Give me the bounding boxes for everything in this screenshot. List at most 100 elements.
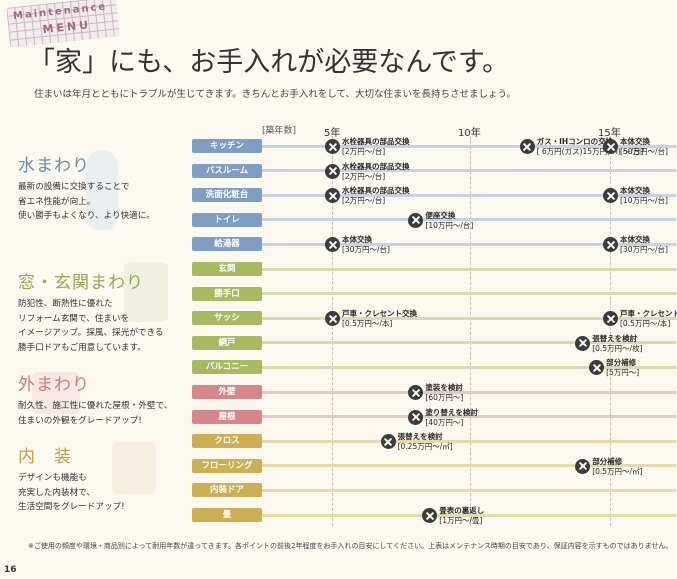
event-cost: [40万円～]	[425, 417, 464, 427]
timeline-row-line	[192, 488, 676, 492]
timeline-row-label: 屋根	[192, 409, 262, 424]
category-exterior-desc: 耐久性、施工性に優れた屋根・外壁で、 住まいの外観をグレードアップ!	[18, 399, 188, 428]
tools-icon	[422, 508, 438, 523]
tools-icon	[575, 335, 591, 351]
timeline-row-label: 玄関	[192, 262, 262, 276]
desc-line: 耐久性、施工性に優れた屋根・外壁で、	[18, 401, 173, 411]
tools-icon	[603, 237, 618, 253]
window-illustration	[124, 262, 168, 322]
event-cost: [0.5万円～/本]	[620, 319, 671, 329]
desc-line: 最新の設備に交換することで	[18, 182, 130, 192]
timeline-row-label: バルコニー	[192, 360, 262, 375]
stamp-line1: Maintenance	[12, 1, 108, 23]
category-interior: 内 装 デザインも機能も 充実した内装材で、 生活空間をグレードアップ!	[18, 442, 188, 515]
category-exterior-title: 外まわり	[18, 375, 90, 395]
tools-icon	[325, 188, 340, 204]
desc-line: イメージアップ。採風、採光ができる	[18, 328, 164, 338]
stamp-line2: MENU	[42, 18, 92, 37]
desc-line: 住まいの外観をグレードアップ!	[18, 415, 142, 426]
timeline-row-label: トイレ	[192, 212, 262, 227]
tools-icon	[325, 311, 340, 327]
page-subtitle: 住まいは年月とともにトラブルが生じてきます。きちんとお手入れをして、大切な住まい…	[34, 89, 516, 100]
tools-icon	[408, 409, 424, 425]
timeline-row-line	[192, 242, 676, 246]
desc-line: 省エネ性能が向上。	[18, 196, 96, 207]
event-cost: [1万円～/畳]	[439, 516, 483, 525]
event-cost: [0.5万円～/枚]	[592, 343, 643, 353]
event-title: 水栓器具の部品交換	[342, 137, 410, 146]
category-interior-title: 内 装	[18, 447, 72, 467]
event-title: 戸車・クレセント交換	[342, 309, 417, 319]
timeline-row-line	[192, 169, 676, 173]
event-title: 畳表の裏返し	[439, 506, 485, 515]
grid-line	[470, 136, 471, 526]
timeline-row-label: 畳	[192, 508, 262, 522]
event-title: 張替えを検討	[592, 333, 638, 343]
tools-icon	[380, 434, 396, 450]
year-label: 10年	[458, 128, 481, 139]
timeline-row-label: 給湯器	[192, 237, 262, 252]
event-title: 水栓器具の部品交換	[342, 186, 410, 196]
timeline-row-label: 内装ドア	[192, 483, 262, 498]
event-title: 部分補修	[592, 456, 623, 466]
desc-line: 勝手口ドアもご用意しています。	[18, 342, 146, 353]
tools-icon	[603, 188, 618, 204]
timeline-row-line	[192, 193, 676, 197]
tools-icon	[575, 458, 591, 474]
timeline-row-label: 網戸	[192, 335, 262, 350]
event-title: 張替えを検討	[397, 432, 443, 442]
category-window-title: 窓・玄関まわり	[18, 273, 144, 293]
category-water-desc: 最新の設備に交換することで 省エネ性能が向上。 使い勝手もよくなり、より快適に。	[18, 180, 188, 224]
page-title: 「家」にも、お手入れが必要なんです。	[28, 47, 510, 78]
desc-line: 充実した内装材で、	[18, 487, 96, 498]
event-cost: [60万円～]	[425, 393, 464, 402]
timeline-row-label: バスルーム	[192, 163, 262, 178]
timeline-row-line	[192, 316, 676, 320]
event-title: 水栓器具の部品交換	[342, 161, 410, 171]
tools-icon	[325, 163, 340, 179]
event-cost: [0.5万円～/㎡]	[592, 466, 643, 476]
category-window-desc: 防犯性、断熱性に優れた リフォーム玄関で、住まいを イメージアップ。採風、採光が…	[18, 297, 188, 355]
tools-icon	[408, 212, 424, 228]
event-cost: [2万円～/台]	[342, 147, 386, 156]
category-interior-desc: デザインも機能も 充実した内装材で、 生活空間をグレードアップ!	[18, 471, 188, 515]
tools-icon	[603, 311, 618, 327]
category-water-title: 水まわり	[18, 156, 90, 176]
year-label: 15年	[598, 128, 621, 139]
event-title: 本体交換	[620, 235, 650, 245]
timeline-row-line	[192, 267, 676, 271]
tools-icon	[325, 139, 340, 154]
event-cost: [10万円～/台]	[425, 220, 474, 230]
event-cost: [10万円～/台]	[620, 196, 668, 206]
timeline-row-label: フローリング	[192, 458, 262, 473]
page-number: 16	[4, 565, 17, 575]
tools-icon	[519, 139, 535, 154]
tools-icon	[408, 385, 424, 400]
event-cost: [2万円～/台]	[342, 196, 386, 206]
timeline-row-line	[192, 390, 676, 394]
event-title: 本体交換	[620, 186, 650, 196]
timeline-row-label: キッチン	[192, 139, 262, 153]
event-cost: [50万円～/台]	[620, 147, 668, 156]
event-title: 便座交換	[425, 210, 456, 220]
category-exterior: 外まわり 耐久性、施工性に優れた屋根・外壁で、 住まいの外観をグレードアップ!	[18, 370, 188, 428]
event-cost: [0.25万円～/㎡]	[397, 442, 453, 452]
grid-line	[610, 136, 611, 526]
timeline-row-line	[192, 415, 676, 419]
desc-line: リフォーム玄関で、住まいを	[18, 313, 130, 324]
interior-illustration	[112, 442, 156, 494]
event-title: 部分補修	[606, 358, 637, 368]
event-title: 塗装を検討	[425, 383, 463, 392]
timeline-row-line	[192, 218, 676, 222]
category-window: 窓・玄関まわり 防犯性、断熱性に優れた リフォーム玄関で、住まいを イメージアッ…	[18, 268, 188, 355]
event-cost: [2万円～/台]	[342, 171, 386, 181]
water-drop-illustration	[86, 150, 118, 230]
timeline-row-label: 洗面化粧台	[192, 188, 262, 203]
desc-line: デザインも機能も	[18, 473, 87, 483]
timeline-row-line	[192, 341, 676, 345]
event-title: ガス・IHコンロの交換	[536, 137, 614, 146]
footnote: ※ご使用の頻度や環境・商品別によって耐用年数が違ってきます。各ポイントの前後2年…	[28, 542, 673, 550]
house-illustration	[32, 372, 80, 414]
timeline-row-line	[192, 144, 676, 148]
event-cost: [0.5万円～/本]	[342, 319, 393, 329]
